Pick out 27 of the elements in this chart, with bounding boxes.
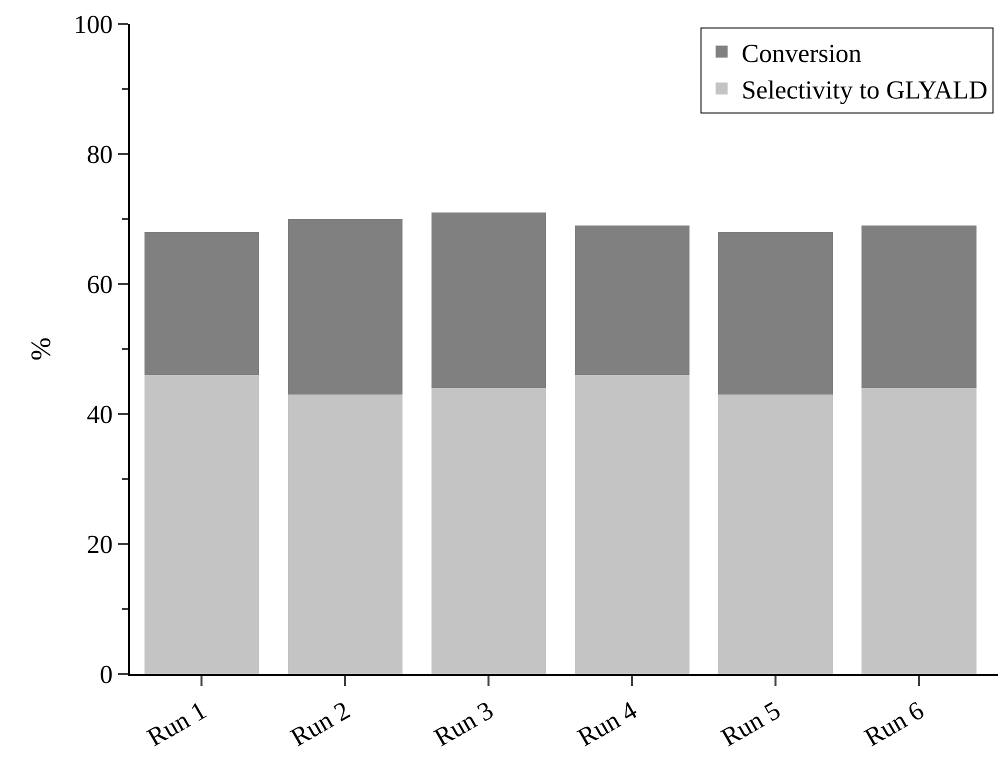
bar — [574, 375, 690, 674]
x-tick-label: Run 2 — [286, 696, 355, 752]
x-tick-label: Run 4 — [572, 696, 642, 752]
bar — [862, 226, 976, 388]
x-tick-label: Run 5 — [716, 696, 786, 752]
bar — [574, 226, 690, 375]
x-tick-label: Run 1 — [142, 696, 212, 752]
x-tick-label: Run 3 — [429, 696, 498, 752]
bar — [431, 212, 546, 388]
y-tick-label: 40 — [86, 400, 113, 430]
bar — [144, 375, 260, 674]
y-tick-label: 100 — [74, 10, 113, 40]
bar — [288, 219, 403, 394]
bar — [718, 394, 834, 674]
legend-label: Selectivity to GLYALD — [742, 76, 988, 105]
bar — [862, 388, 976, 674]
y-tick-label: 60 — [86, 270, 113, 300]
bar — [718, 232, 834, 394]
x-tick-label: Run 6 — [860, 696, 929, 752]
legend-label: Conversion — [742, 38, 862, 68]
bar — [144, 232, 260, 375]
y-axis-title: % — [26, 337, 57, 361]
y-tick-label: 0 — [100, 660, 113, 690]
bar — [431, 388, 546, 674]
y-tick-label: 20 — [86, 530, 113, 560]
y-tick-label: 80 — [86, 140, 113, 170]
bar — [288, 394, 403, 674]
